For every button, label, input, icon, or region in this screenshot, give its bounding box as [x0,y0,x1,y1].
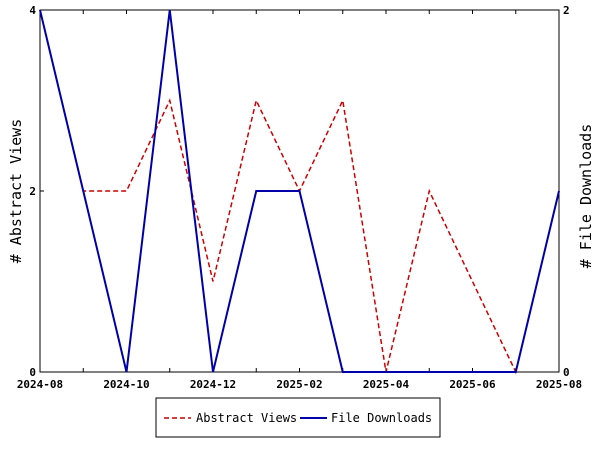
x-tick-label: 2025-06 [449,378,496,391]
y-left-tick-label: 0 [29,366,36,379]
legend-label-abstract-views: Abstract Views [196,411,297,425]
x-tick-label: 2024-08 [17,378,63,391]
x-tick-label: 2025-08 [536,378,582,391]
y-left-axis-ticks: 0 2 4 [29,4,44,379]
y-left-tick-label: 2 [29,185,36,198]
y-left-axis-title: # Abstract Views [7,119,25,264]
legend-box [155,397,441,438]
legend-label-file-downloads: File Downloads [331,411,432,425]
y-right-axis-title: # File Downloads [577,124,595,269]
x-tick-label: 2025-04 [363,378,410,391]
x-tick-label: 2024-10 [103,378,149,391]
series-layer [39,9,560,375]
legend: Abstract Views File Downloads [155,397,441,438]
x-tick-label: 2024-12 [190,378,236,391]
y-left-tick-label: 4 [29,4,36,17]
y-right-axis-ticks: 02 [555,4,570,379]
x-tick-label: 2025-02 [276,378,322,391]
y-right-tick-label: 2 [563,4,570,17]
y-right-tick-label: 0 [563,366,570,379]
